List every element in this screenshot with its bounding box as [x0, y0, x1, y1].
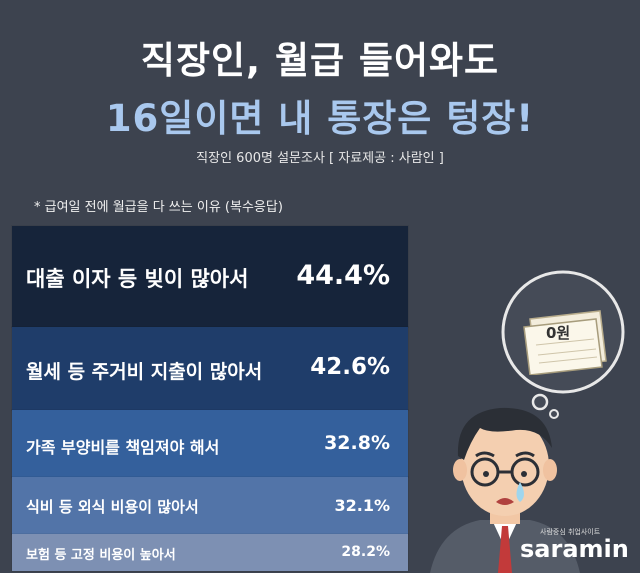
bar-value-label: 42.6%	[310, 354, 390, 381]
subtitle: 직장인 600명 설문조사 [ 자료제공 : 사람인 ]	[196, 151, 444, 166]
bar-value-label: 44.4%	[296, 259, 390, 291]
bar-row: 대출 이자 등 빚이 많아서 44.4%	[12, 226, 408, 327]
bar-row: 식비 등 외식 비용이 많아서 32.1%	[12, 477, 408, 534]
bar-row: 보험 등 고정 비용이 높아서 28.2%	[12, 534, 408, 571]
title-line-1: 직장인, 월급 들어와도	[140, 39, 500, 82]
bubble-text: 0원	[546, 324, 571, 342]
logo-tagline: 사람중심 취업사이트	[540, 528, 601, 536]
bar-label: 월세 등 주거비 지출이 많아서	[26, 360, 263, 383]
empty-bankbook-icon	[523, 310, 607, 375]
bar-row: 월세 등 주거비 지출이 많아서 42.6%	[12, 327, 408, 410]
title-line-2: 16일이면 내 통장은 텅장!	[105, 97, 535, 140]
crying-office-worker-icon	[430, 407, 580, 573]
bar-label: 식비 등 외식 비용이 많아서	[26, 498, 199, 517]
bar-value-label: 28.2%	[341, 543, 390, 560]
bar-row: 가족 부양비를 책임져야 해서 32.8%	[12, 410, 408, 477]
bar-value-label: 32.1%	[334, 495, 390, 515]
logo-brand: saramin	[520, 535, 629, 563]
chart-note: * 급여일 전에 월급을 다 쓰는 이유 (복수응답)	[34, 200, 283, 215]
bar-label: 보험 등 고정 비용이 높아서	[26, 548, 176, 564]
bar-label: 대출 이자 등 빚이 많아서	[26, 267, 249, 292]
bar-label: 가족 부양비를 책임져야 해서	[26, 437, 220, 457]
bar-value-label: 32.8%	[324, 431, 390, 454]
